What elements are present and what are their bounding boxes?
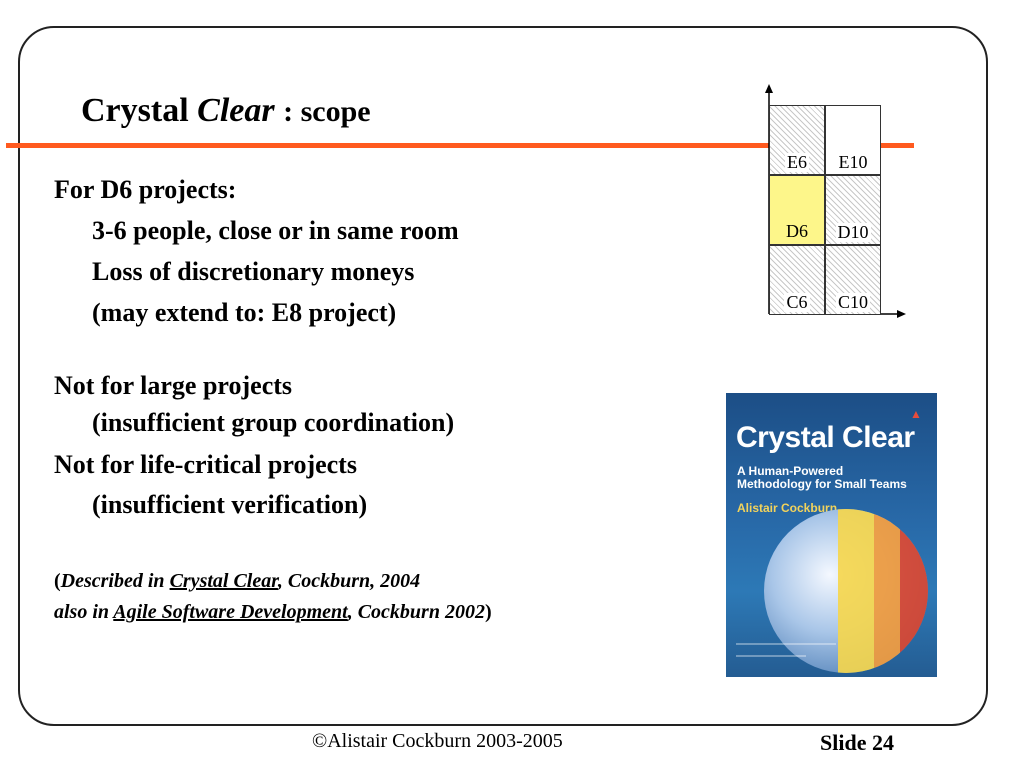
citation-line-2: also in Agile Software Development, Cock… xyxy=(54,601,492,624)
grid-cell-d10: D10 xyxy=(825,175,881,245)
book-subtitle: A Human-Powered Methodology for Small Te… xyxy=(737,464,907,492)
body-line: Loss of discretionary moneys xyxy=(92,257,415,286)
book-fineprint xyxy=(736,643,836,645)
body-line: For D6 projects: xyxy=(54,175,237,204)
body-line: 3-6 people, close or in same room xyxy=(92,216,459,245)
title-part-2: Clear xyxy=(197,92,275,129)
title-part-3: : scope xyxy=(283,95,371,128)
citation-text: Described in xyxy=(60,570,170,592)
grid-cell-c10: C10 xyxy=(825,245,881,315)
citation-text: , Cockburn 2002 xyxy=(347,601,485,623)
book-author: Alistair Cockburn xyxy=(737,501,838,515)
grid-cell-d6: D6 xyxy=(769,175,825,245)
citation-text: , Cockburn, 2004 xyxy=(277,570,421,592)
footer-copyright: ©Alistair Cockburn 2003-2005 xyxy=(312,730,563,752)
citation-paren-close: ) xyxy=(484,601,492,623)
book-fineprint xyxy=(736,655,806,657)
book-subtitle-line: Methodology for Small Teams xyxy=(737,477,907,492)
grid-cell-e10: E10 xyxy=(825,105,881,175)
body-line: (insufficient group coordination) xyxy=(92,408,455,437)
body-line: (insufficient verification) xyxy=(92,490,368,519)
body-line: Not for life-critical projects xyxy=(54,450,357,479)
book-subtitle-line: A Human-Powered xyxy=(737,464,844,478)
book-cover-image: ▲ Crystal Clear A Human-Powered Methodol… xyxy=(726,393,937,677)
slide-number: Slide 24 xyxy=(820,730,894,755)
criticality-grid: E6 E10 D6 D10 C6 C10 xyxy=(740,80,920,330)
citation-paren-open: ( xyxy=(54,570,61,592)
body-line: Not for large projects xyxy=(54,371,293,400)
grid-cell-c6: C6 xyxy=(769,245,825,315)
citation-text: also in xyxy=(54,601,114,623)
slide-frame xyxy=(18,26,988,726)
grid-cell-e6: E6 xyxy=(769,105,825,175)
citation-book-link-2[interactable]: Agile Software Development xyxy=(113,601,348,623)
title-rule xyxy=(6,143,914,148)
publisher-logo-icon: ▲ xyxy=(910,407,922,421)
slide-title: Crystal Clear : scope xyxy=(81,92,371,130)
book-sphere-graphic xyxy=(764,509,928,673)
citation-book-link-1[interactable]: Crystal Clear xyxy=(169,570,278,592)
title-part-1: Crystal xyxy=(81,92,189,129)
book-title: Crystal Clear xyxy=(736,421,915,454)
body-line: (may extend to: E8 project) xyxy=(92,298,397,327)
citation-line-1: (Described in Crystal Clear, Cockburn, 2… xyxy=(54,570,420,593)
